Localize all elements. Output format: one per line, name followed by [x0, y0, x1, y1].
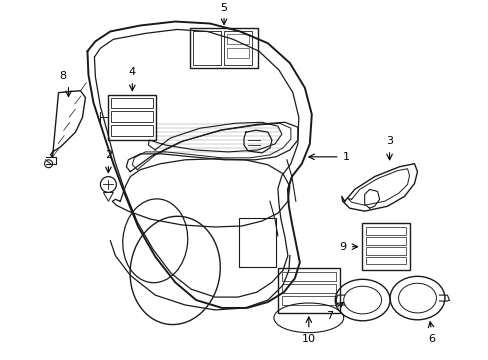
Bar [226, 48, 248, 58]
Text: 2: 2 [104, 150, 112, 160]
Bar [190, 28, 258, 68]
Bar [361, 223, 408, 270]
Bar [281, 284, 335, 293]
Text: 7: 7 [325, 311, 332, 321]
Text: 9: 9 [339, 242, 346, 252]
Bar [111, 111, 153, 122]
Bar [365, 247, 405, 255]
Bar [193, 31, 221, 65]
Bar [111, 125, 153, 136]
Bar [277, 269, 339, 313]
Text: 4: 4 [128, 67, 136, 77]
Bar [226, 35, 248, 44]
Bar [281, 296, 335, 305]
Text: 8: 8 [59, 71, 66, 81]
Bar [365, 237, 405, 245]
Text: 3: 3 [386, 136, 392, 146]
Text: 10: 10 [301, 334, 315, 344]
Bar [108, 95, 156, 140]
Text: 5: 5 [220, 3, 227, 13]
Text: 1: 1 [342, 152, 349, 162]
Bar [365, 257, 405, 265]
Bar [224, 31, 251, 65]
Text: 6: 6 [427, 334, 434, 344]
Bar [365, 227, 405, 235]
Bar [281, 273, 335, 281]
Bar [111, 98, 153, 108]
